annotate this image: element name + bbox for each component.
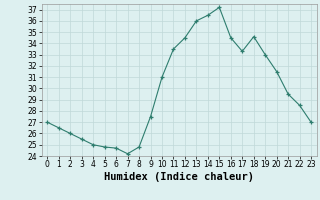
- X-axis label: Humidex (Indice chaleur): Humidex (Indice chaleur): [104, 172, 254, 182]
